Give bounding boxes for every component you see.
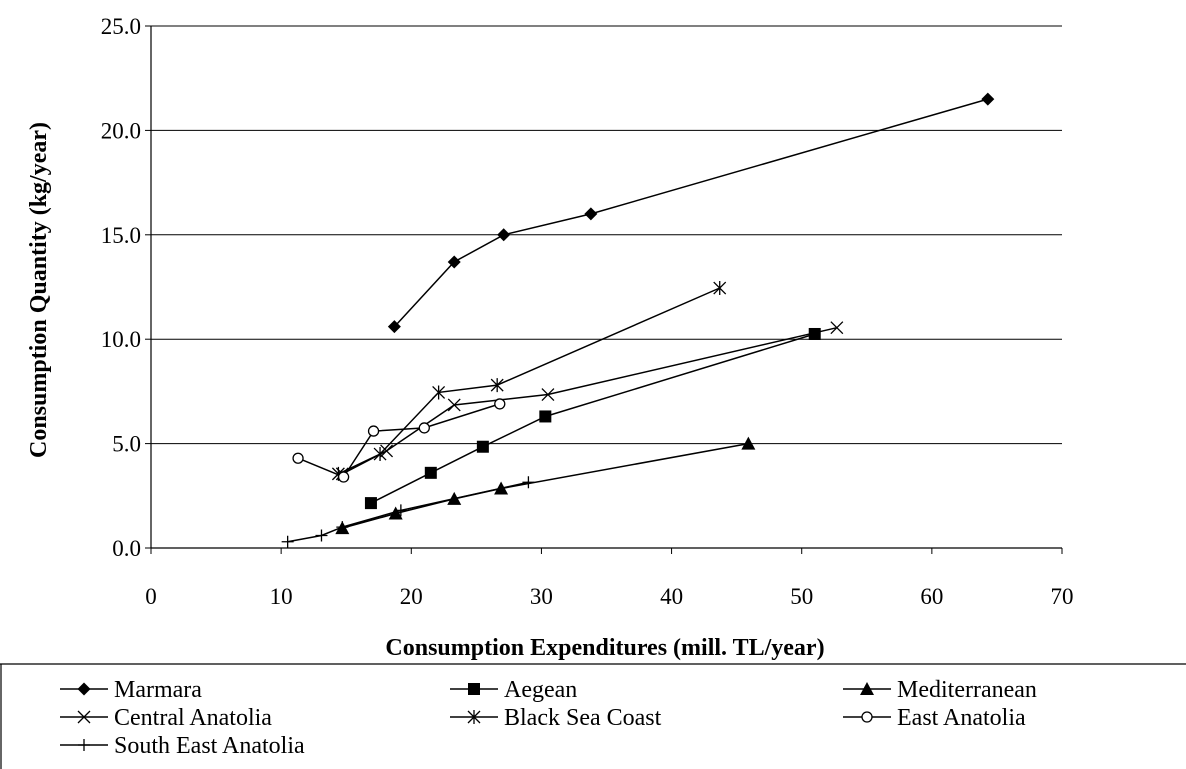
legend-label: Marmara bbox=[114, 677, 202, 703]
series-aegean bbox=[364, 327, 821, 510]
data-point-central-anatolia bbox=[447, 398, 461, 412]
data-point-south-east-anatolia bbox=[522, 476, 535, 489]
data-series bbox=[281, 92, 995, 548]
data-point-black-sea-coast bbox=[373, 447, 387, 462]
data-point-south-east-anatolia bbox=[336, 521, 349, 534]
y-tick-label: 0.0 bbox=[112, 536, 141, 561]
axes bbox=[150, 26, 1063, 554]
legend-marker bbox=[78, 739, 90, 751]
series-marmara bbox=[387, 92, 995, 334]
data-point-central-anatolia bbox=[830, 321, 844, 335]
x-tick-label: 30 bbox=[530, 584, 553, 609]
series-line-marmara bbox=[393, 98, 989, 328]
data-point-aegean bbox=[476, 440, 489, 453]
data-point-mediterranean bbox=[388, 506, 403, 520]
legend-item-south-east-anatolia: South East Anatolia bbox=[60, 733, 305, 759]
legend-item-mediterranean: Mediterranean bbox=[843, 677, 1037, 703]
x-tick-label: 70 bbox=[1051, 584, 1074, 609]
y-tick-labels: 0.0 5.0 10.0 15.0 20.0 25.0 bbox=[101, 14, 141, 561]
data-point-central-anatolia bbox=[541, 388, 555, 401]
legend-item-marmara: Marmara bbox=[60, 677, 202, 703]
legend-item-central-anatolia: Central Anatolia bbox=[60, 705, 272, 731]
series-line-mediterranean bbox=[342, 442, 749, 529]
y-tick-label: 20.0 bbox=[101, 118, 141, 143]
legend-label: Black Sea Coast bbox=[504, 705, 662, 731]
data-point-marmara bbox=[387, 320, 401, 334]
legend-marker bbox=[467, 710, 481, 724]
data-point-aegean bbox=[364, 497, 377, 510]
gridlines bbox=[145, 25, 1062, 549]
series-mediterranean bbox=[335, 436, 756, 535]
series-line-east-anatolia bbox=[297, 403, 501, 478]
data-point-marmara bbox=[447, 255, 461, 269]
legend-label: South East Anatolia bbox=[114, 733, 305, 759]
data-point-marmara bbox=[981, 92, 995, 106]
data-point-aegean bbox=[424, 466, 437, 479]
legend-marker bbox=[468, 683, 480, 695]
legend-label: East Anatolia bbox=[897, 705, 1026, 731]
x-tick-label: 20 bbox=[400, 584, 423, 609]
legend-border bbox=[0, 663, 1186, 769]
series-line-aegean bbox=[370, 333, 815, 504]
y-tick-label: 15.0 bbox=[101, 223, 141, 248]
y-tick-label: 10.0 bbox=[101, 327, 141, 352]
data-point-east-anatolia bbox=[494, 398, 506, 410]
data-point-south-east-anatolia bbox=[281, 535, 294, 548]
series-east-anatolia bbox=[292, 398, 506, 483]
data-point-central-anatolia bbox=[380, 444, 394, 458]
data-point-east-anatolia bbox=[337, 471, 350, 483]
x-tick-label: 0 bbox=[145, 584, 157, 609]
legend-item-aegean: Aegean bbox=[450, 677, 577, 703]
x-tick-label: 10 bbox=[270, 584, 293, 609]
data-point-east-anatolia bbox=[367, 425, 380, 437]
data-point-aegean bbox=[808, 327, 821, 340]
x-tick-label: 50 bbox=[790, 584, 813, 609]
data-point-east-anatolia bbox=[418, 422, 430, 434]
x-tick-label: 40 bbox=[660, 584, 683, 609]
y-axis-title: Consumption Quantity (kg/year) bbox=[26, 122, 52, 458]
legend-marker bbox=[77, 710, 91, 724]
data-point-east-anatolia bbox=[292, 452, 304, 464]
series-south-east-anatolia bbox=[281, 476, 535, 548]
data-point-south-east-anatolia bbox=[315, 529, 328, 542]
legend-item-black-sea-coast: Black Sea Coast bbox=[450, 705, 662, 731]
legend-marker bbox=[860, 682, 874, 695]
legend-label: Mediterranean bbox=[897, 677, 1037, 703]
data-point-black-sea-coast bbox=[432, 385, 446, 400]
x-tick-labels: 0 10 20 30 40 50 60 70 bbox=[145, 584, 1073, 609]
legend: Marmara Aegean Mediterranean Central Anatol… bbox=[0, 663, 1186, 769]
legend-label: Aegean bbox=[504, 677, 577, 703]
legend-marker bbox=[77, 682, 91, 696]
legend-marker bbox=[861, 711, 873, 723]
legend-label: Central Anatolia bbox=[114, 705, 272, 731]
data-point-marmara bbox=[584, 207, 598, 221]
legend-item-east-anatolia: East Anatolia bbox=[843, 705, 1026, 731]
y-tick-label: 5.0 bbox=[112, 432, 141, 457]
data-point-black-sea-coast bbox=[713, 281, 727, 296]
y-tick-label: 25.0 bbox=[101, 14, 141, 39]
data-point-mediterranean bbox=[741, 436, 756, 450]
x-tick-label: 60 bbox=[920, 584, 943, 609]
data-point-south-east-anatolia bbox=[394, 504, 407, 517]
data-point-black-sea-coast bbox=[490, 378, 504, 393]
data-point-aegean bbox=[539, 410, 552, 423]
series-black-sea-coast bbox=[331, 281, 727, 481]
x-axis-title: Consumption Expenditures (mill. TL/year) bbox=[385, 635, 824, 661]
data-point-marmara bbox=[497, 228, 511, 242]
